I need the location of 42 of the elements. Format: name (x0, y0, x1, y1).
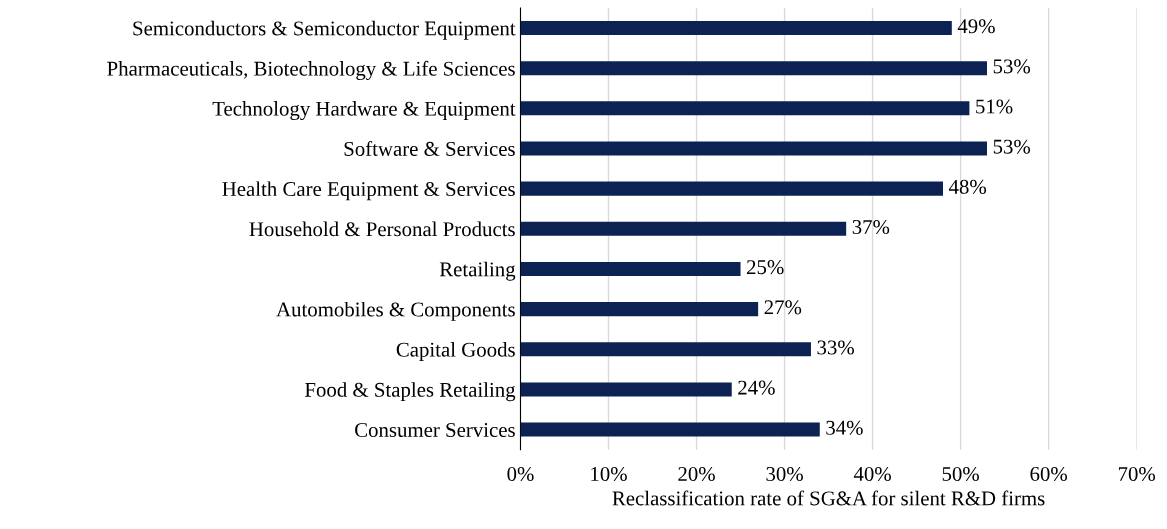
y-tick-label: Technology Hardware & Equipment (212, 101, 516, 121)
x-tick-label: 60% (1030, 466, 1068, 482)
bar (520, 342, 811, 357)
bar (520, 221, 847, 236)
y-tick-label: Semiconductors & Semiconductor Equipment (133, 20, 516, 40)
data-label: 25% (747, 260, 784, 275)
data-label: 51% (976, 99, 1013, 114)
data-label: 34% (826, 420, 863, 435)
bar (520, 181, 943, 196)
bar (520, 382, 732, 397)
x-tick-label: 0% (507, 466, 534, 482)
bar (520, 302, 759, 317)
y-tick-label: Consumer Services (355, 423, 515, 438)
data-label: 53% (993, 139, 1031, 154)
x-tick-label: 20% (678, 466, 715, 482)
y-tick-label: Capital Goods (396, 342, 515, 361)
x-tick-label: 40% (853, 466, 891, 482)
x-tick-label: 70% (1118, 466, 1156, 482)
x-tick-label: 30% (766, 466, 803, 482)
y-tick-label: Pharmaceuticals, Biotechnology & Life Sciences (107, 60, 515, 80)
data-label: 48% (948, 179, 987, 194)
bar (520, 422, 820, 437)
y-tick-label: Household & Personal Products (249, 221, 515, 237)
x-tick-label: 50% (942, 466, 979, 482)
data-label: 24% (738, 380, 775, 395)
x-axis-title: Reclassification rate of SG&A for silent R&D firms (612, 490, 1045, 506)
bar (520, 20, 952, 36)
bar (520, 141, 988, 156)
y-tick-label: Food & Staples Retailing (305, 382, 516, 402)
y-tick-label: Software & Services (344, 141, 515, 156)
data-label: 49% (957, 19, 995, 34)
y-tick-label: Retailing (439, 261, 516, 281)
y-tick-label: Automobiles & Components (276, 301, 515, 321)
data-label: 37% (852, 219, 890, 235)
data-label: 53% (993, 59, 1031, 74)
y-tick-label: Health Care Equipment & Services (222, 181, 515, 201)
data-label: 33% (817, 340, 854, 355)
data-label: 27% (764, 300, 802, 315)
x-tick-label: 10% (591, 466, 627, 482)
bar (520, 61, 988, 76)
bar (520, 101, 970, 116)
bar (520, 261, 741, 276)
